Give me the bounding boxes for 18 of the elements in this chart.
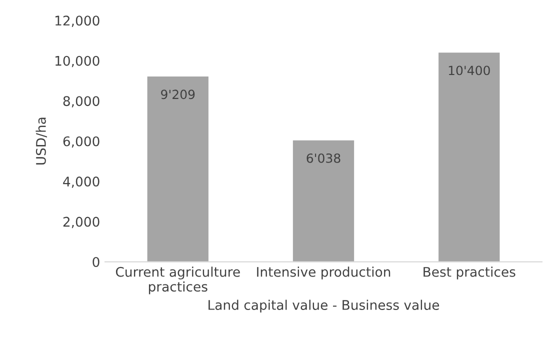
x-tick-label: Intensive production	[257, 266, 390, 280]
y-tick-label: 0	[92, 257, 100, 267]
x-tick-label: Best practices	[424, 266, 516, 280]
x-axis-title: Land capital value - Business value	[208, 300, 440, 313]
x-tick-label: Current agriculture practices	[116, 266, 240, 294]
y-tick-label: 12,000	[55, 16, 100, 27]
bar	[147, 76, 208, 262]
data-label: 6'038	[306, 153, 340, 163]
y-tick-label: 8,000	[63, 96, 100, 108]
y-tick-label: 10,000	[55, 56, 100, 68]
y-tick-label: 2,000	[63, 216, 100, 228]
data-label: 9'209	[161, 90, 195, 100]
y-tick-label: 6,000	[63, 136, 100, 148]
bar	[438, 52, 500, 262]
data-label: 10'400	[448, 66, 490, 76]
bar	[292, 140, 354, 262]
y-axis-title: USD/ha	[36, 118, 47, 164]
y-tick-label: 4,000	[63, 176, 100, 188]
